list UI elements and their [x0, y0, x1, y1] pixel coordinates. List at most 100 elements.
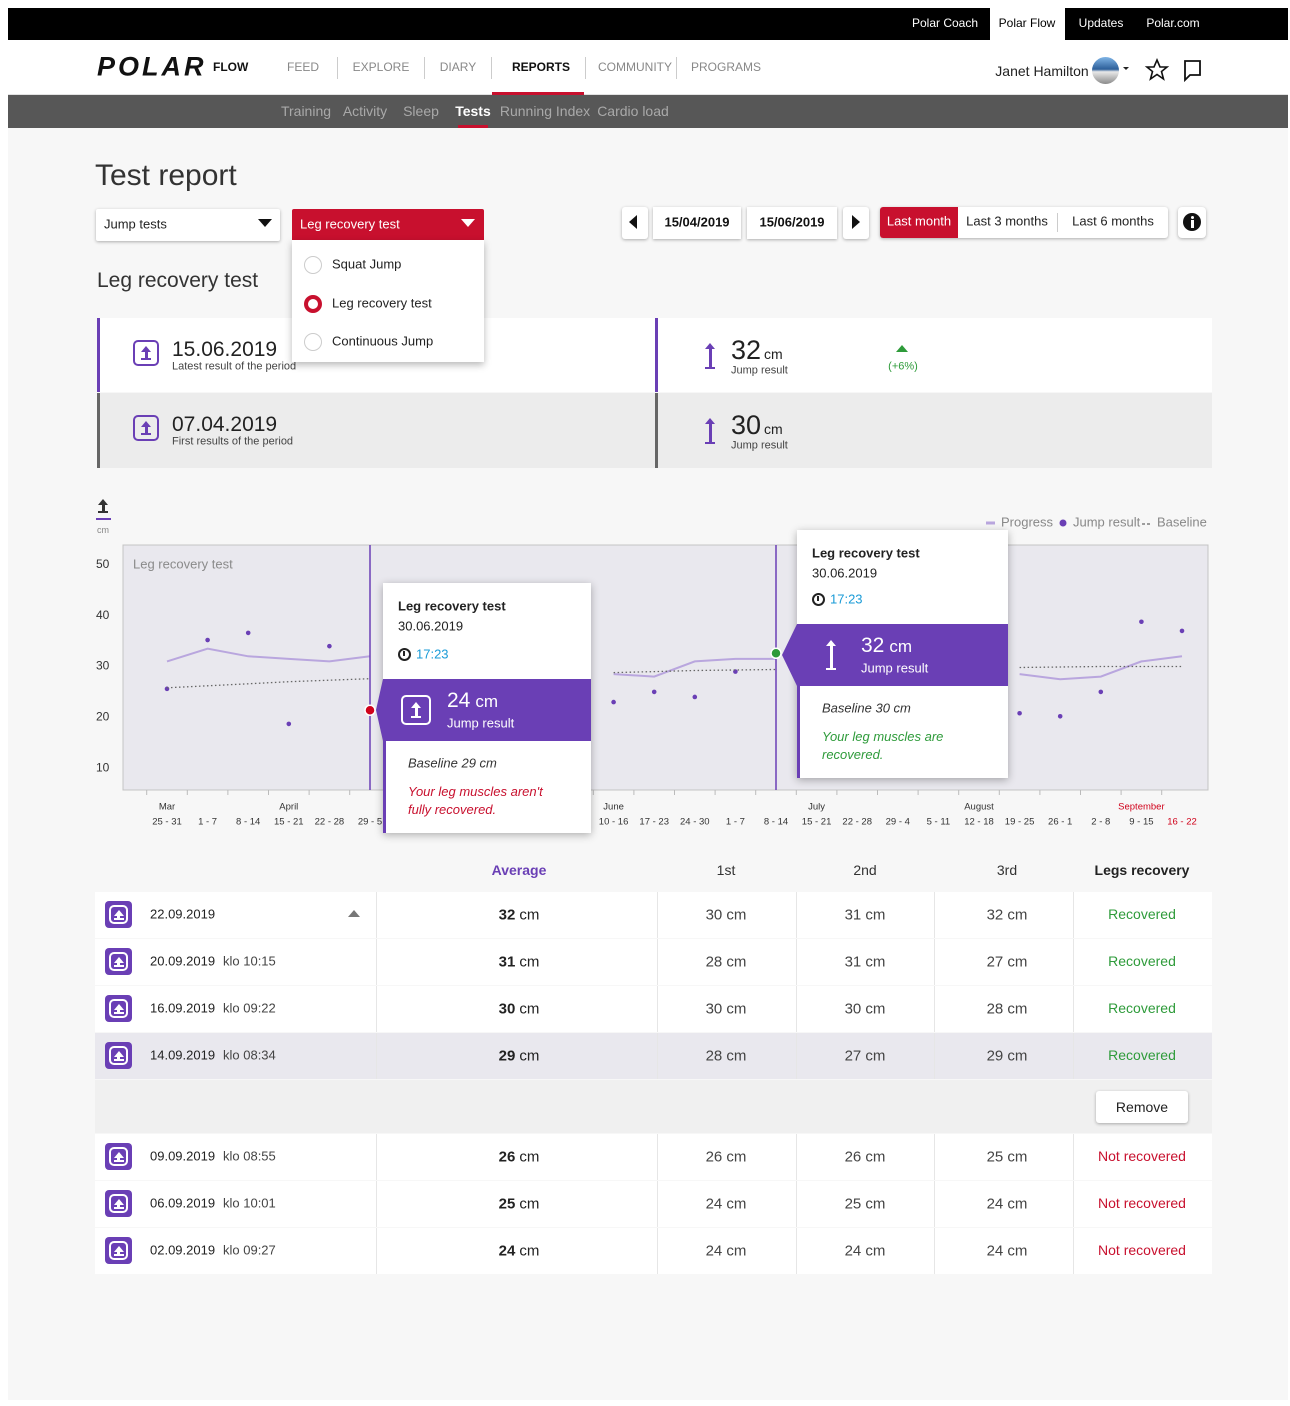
arrow-head [141, 345, 151, 352]
tooltip-date: 30.06.2019 [398, 618, 464, 634]
table-row[interactable] [95, 1228, 1212, 1274]
jump-result-point [286, 721, 292, 727]
tooltip-title: Leg recovery test [812, 545, 920, 561]
average-value: 24 [498, 1242, 516, 1260]
x-tick-label: 29 - 5 [358, 817, 382, 828]
dropdown-options [292, 240, 484, 362]
cell-separator [1073, 939, 1074, 985]
result-cell: 26 cm [705, 1148, 747, 1166]
date-start-box[interactable] [653, 207, 741, 239]
nav-link[interactable]: FEED [286, 60, 320, 75]
average-unit: cm [519, 1195, 540, 1213]
sub-nav-link[interactable]: Cardio load [597, 102, 669, 119]
value-unit: cm [475, 692, 499, 711]
result-cell: 25 cm [844, 1195, 886, 1213]
top-link[interactable]: Polar.com [1146, 16, 1200, 31]
arrow-shaft [117, 1008, 120, 1015]
jump-icon [133, 340, 159, 366]
row-actions [95, 1080, 1212, 1133]
logo[interactable]: POLAR [97, 51, 207, 82]
dropdown-option[interactable]: Leg recovery test [332, 295, 432, 311]
top-link[interactable]: Polar Flow [998, 16, 1056, 31]
legend-label: Jump result [1073, 514, 1141, 529]
clock-icon [812, 593, 825, 606]
nav-link[interactable]: COMMUNITY [598, 60, 672, 75]
value-unit: cm [889, 637, 913, 656]
jump-result-point [611, 699, 616, 705]
date-end-box[interactable] [747, 207, 837, 239]
nav-link[interactable]: REPORTS [511, 60, 571, 75]
top-link[interactable]: Polar Coach [911, 16, 979, 31]
table-header: 1st [716, 861, 736, 878]
user-name[interactable]: Janet Hamilton [995, 62, 1089, 79]
summary-date: 15.06.2019 [172, 337, 278, 361]
cell-separator [657, 1134, 658, 1180]
table-row[interactable] [95, 1181, 1212, 1227]
jump-icon [133, 415, 159, 441]
x-tick-label: 29 - 4 [886, 817, 910, 828]
nav-link[interactable]: DIARY [439, 60, 477, 75]
x-tick-label: 10 - 16 [599, 817, 629, 828]
tooltip-date: 30.06.2019 [812, 565, 878, 581]
radio[interactable] [304, 256, 322, 274]
legend-label: Baseline [1157, 514, 1207, 529]
row-icon [105, 995, 132, 1022]
remove-button[interactable] [1096, 1091, 1188, 1123]
tooltip-label: Jump result [861, 660, 929, 676]
result-cell: 29 cm [986, 1047, 1028, 1065]
sub-nav-link[interactable]: Tests [455, 102, 491, 119]
row-time: klo 10:01 [223, 1195, 276, 1211]
sub-nav-link[interactable]: Sleep [403, 102, 439, 119]
table-row[interactable] [95, 1134, 1212, 1180]
tooltip-value: 24 cm [447, 689, 498, 713]
remove-button-label[interactable]: Remove [1115, 1098, 1169, 1115]
dropdown-option[interactable]: Continuous Jump [332, 333, 434, 349]
result-cell: 30 cm [844, 1000, 886, 1018]
favorites-icon [1144, 57, 1170, 81]
row-time: klo 08:34 [223, 1047, 276, 1063]
arrow-base [113, 918, 124, 921]
sub-nav-link[interactable]: Training [280, 102, 332, 119]
cell-separator [796, 1134, 797, 1180]
x-tick-label: 24 - 30 [680, 817, 710, 828]
jump-result-point [770, 647, 782, 660]
test-dropdown[interactable] [292, 209, 484, 240]
tooltip-accent [797, 686, 800, 778]
table-row[interactable] [95, 986, 1212, 1032]
row-icon [105, 1042, 132, 1069]
x-tick-label: 1 - 7 [726, 817, 745, 828]
arrow-shaft [144, 350, 148, 361]
summary-change: (+6%) [888, 360, 918, 373]
sub-nav-link[interactable]: Running Index [499, 102, 591, 119]
table-row[interactable] [95, 1033, 1212, 1079]
nav-link[interactable]: PROGRAMS [690, 60, 762, 75]
cell-separator [1073, 1033, 1074, 1079]
result-cell: 28 cm [705, 953, 747, 971]
month-label: April [279, 802, 298, 813]
arrow-shaft [101, 504, 105, 513]
result-cell: 30 cm [705, 906, 747, 924]
plot-area [122, 544, 1209, 791]
summary-card [655, 318, 1212, 392]
radio[interactable] [304, 294, 322, 313]
table-row[interactable] [95, 939, 1212, 985]
result-cell: 32 cm [986, 906, 1028, 924]
cell-separator [657, 986, 658, 1032]
range-button[interactable]: Last 6 months [1072, 213, 1154, 229]
sub-nav-link[interactable]: Activity [342, 102, 388, 119]
avatar[interactable] [1092, 57, 1119, 84]
x-tick-label: 9 - 15 [1129, 817, 1153, 828]
x-tick-label: 15 - 21 [802, 817, 832, 828]
arrow-base [411, 716, 421, 718]
dropdown-option[interactable]: Squat Jump [332, 256, 402, 272]
type-dropdown[interactable] [96, 209, 280, 241]
date-prev-arrow [629, 215, 637, 229]
jump-icon [109, 1241, 128, 1260]
top-link[interactable]: Updates [1078, 16, 1124, 31]
range-button[interactable]: Last month [886, 213, 952, 229]
nav-link[interactable]: EXPLORE [352, 60, 410, 75]
range-button[interactable]: Last 3 months [966, 213, 1048, 229]
value-number: 32 [861, 634, 885, 657]
radio[interactable] [304, 333, 322, 351]
table-row[interactable] [95, 892, 1212, 938]
